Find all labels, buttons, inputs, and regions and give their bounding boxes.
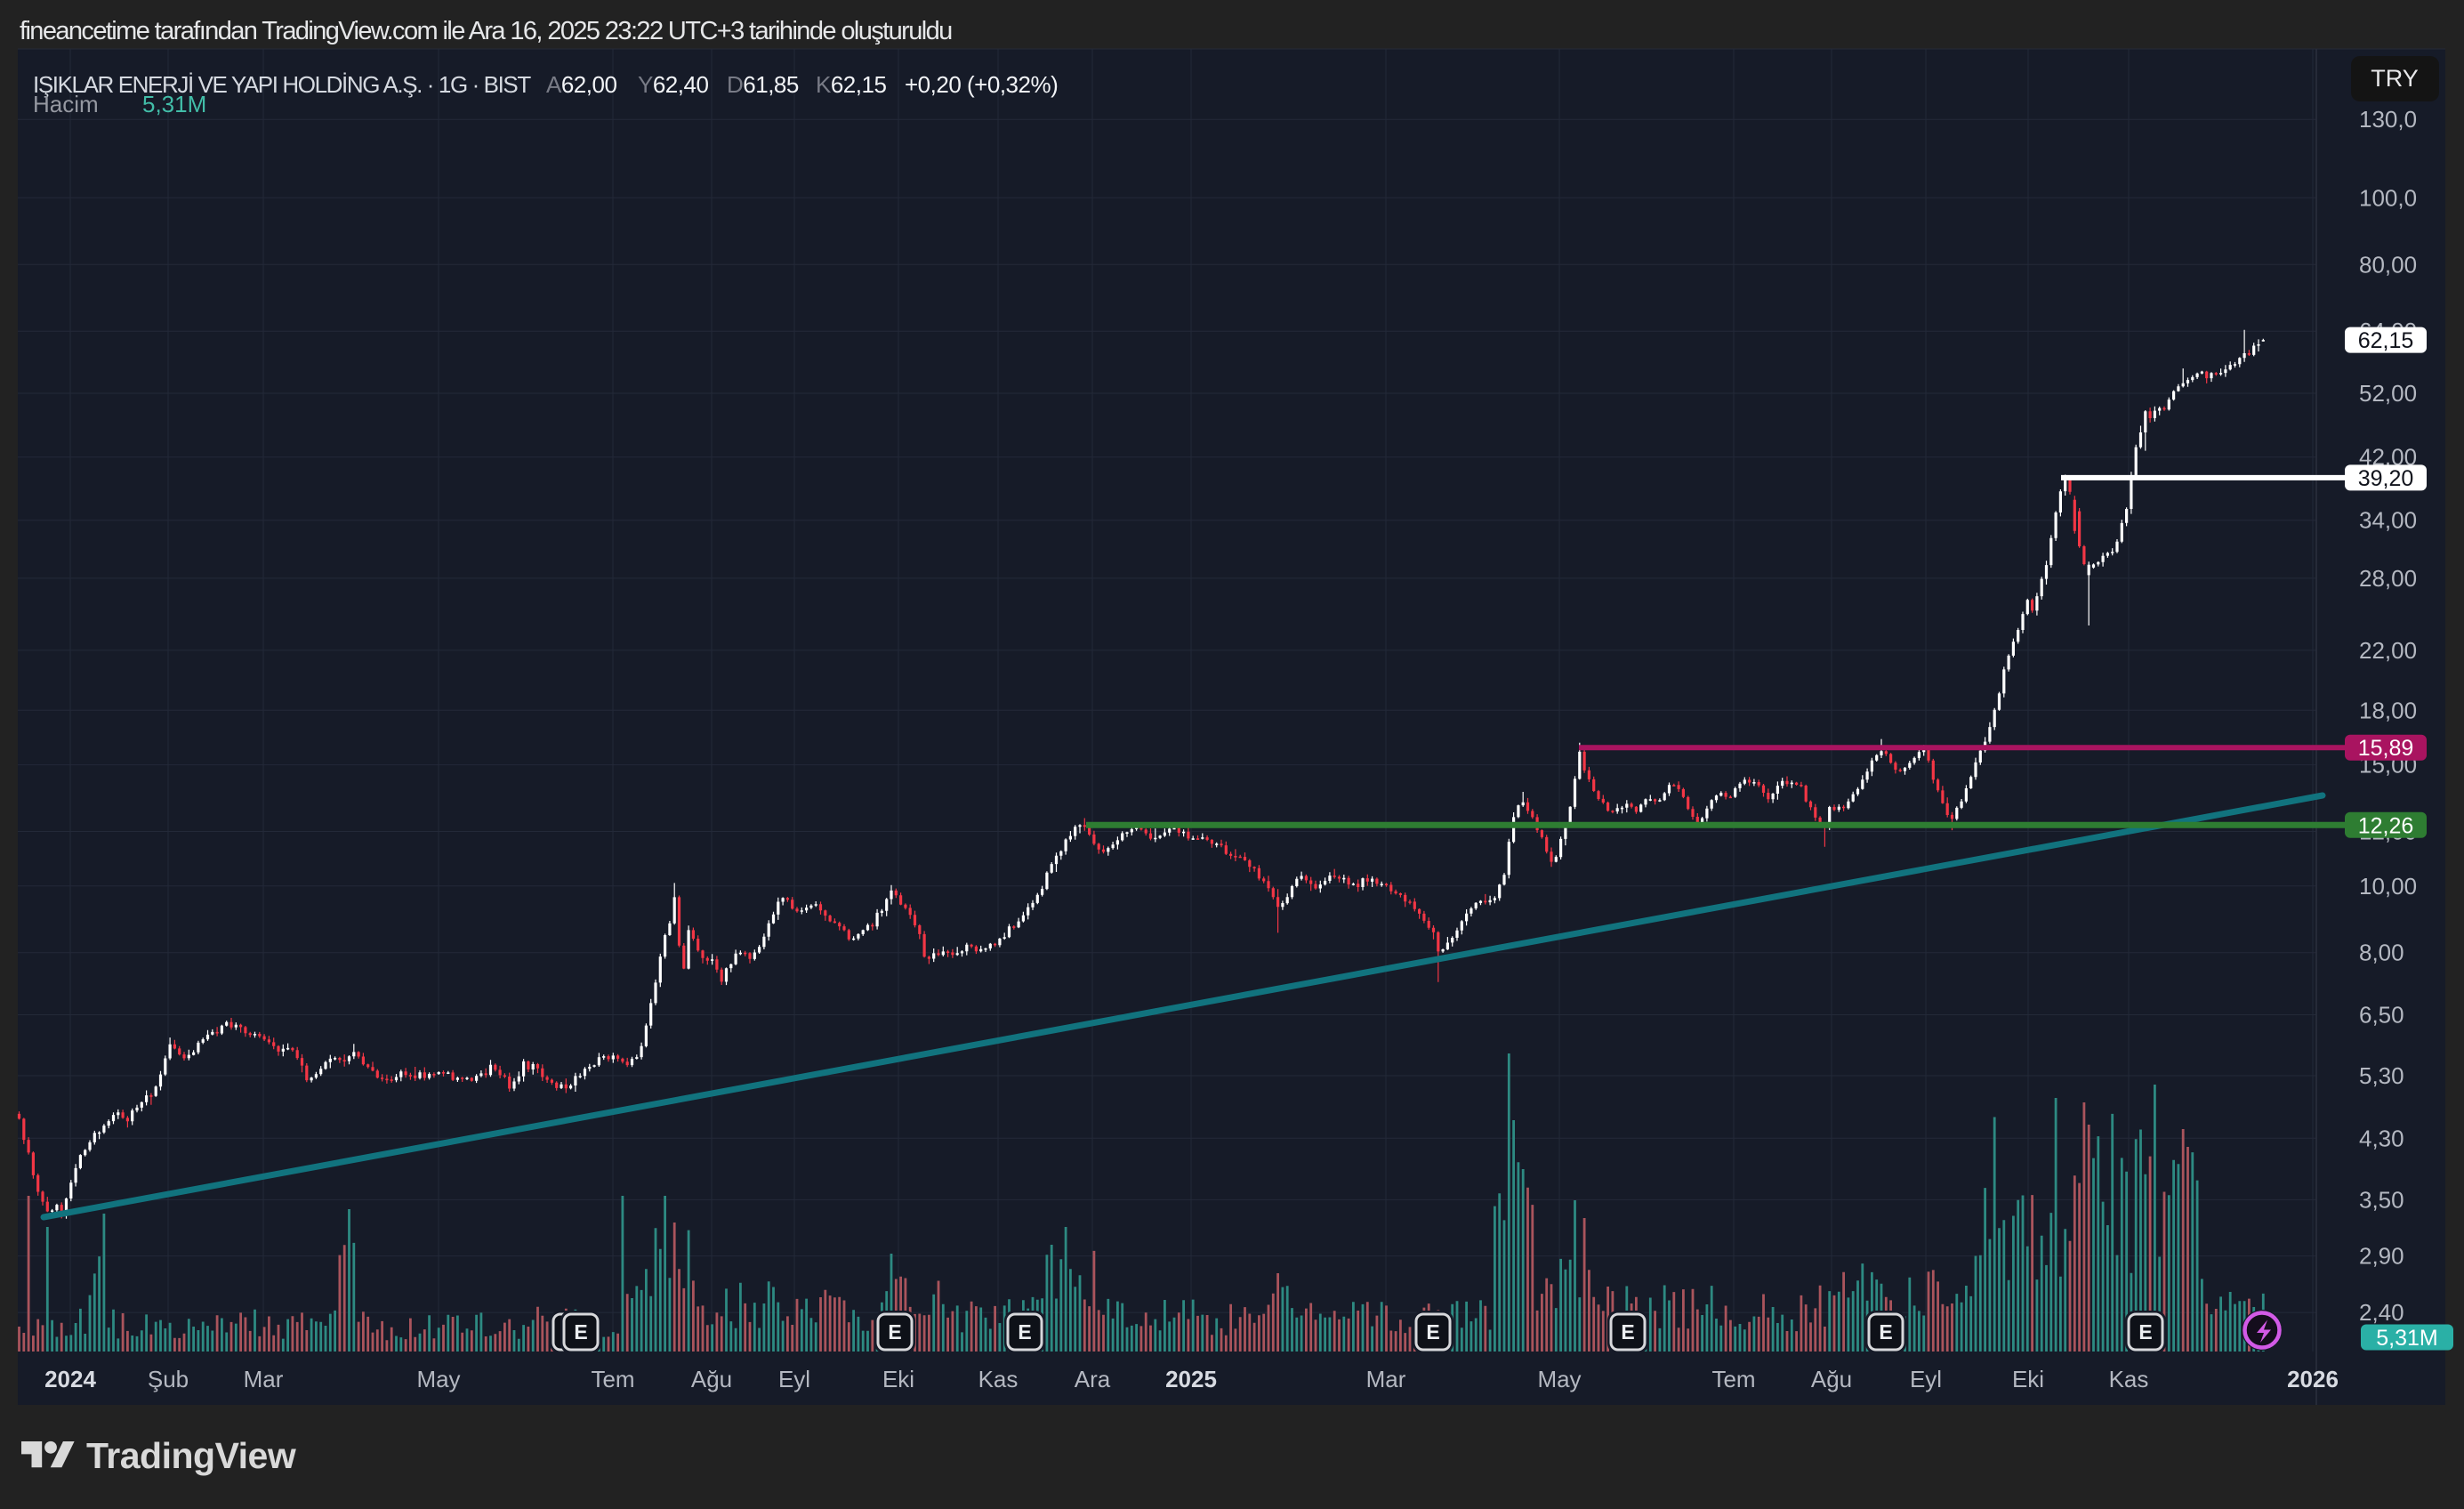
svg-text:TRY: TRY — [2371, 65, 2419, 92]
svg-text:8,00: 8,00 — [2359, 940, 2404, 966]
svg-text:39,20: 39,20 — [2358, 466, 2414, 491]
svg-text:3,50: 3,50 — [2359, 1186, 2404, 1213]
svg-text:Y62,40: Y62,40 — [638, 71, 708, 98]
svg-text:May: May — [1537, 1366, 1581, 1392]
svg-text:A62,00: A62,00 — [546, 71, 616, 98]
svg-text:IŞIKLAR ENERJİ VE YAPI HOLDİNG: IŞIKLAR ENERJİ VE YAPI HOLDİNG A.Ş. · 1G… — [33, 71, 531, 98]
svg-text:E: E — [2138, 1320, 2152, 1344]
svg-text:80,00: 80,00 — [2359, 251, 2417, 278]
svg-text:fineancetime tarafından Tradin: fineancetime tarafından TradingView.com … — [20, 17, 952, 45]
svg-text:E: E — [574, 1320, 587, 1344]
svg-text:34,00: 34,00 — [2359, 507, 2417, 534]
svg-text:Kas: Kas — [978, 1366, 1019, 1392]
svg-text:Eki: Eki — [2012, 1366, 2044, 1392]
svg-text:TradingView: TradingView — [86, 1435, 296, 1476]
svg-text:May: May — [416, 1366, 460, 1392]
svg-text:E: E — [888, 1320, 901, 1344]
svg-text:Şub: Şub — [148, 1366, 189, 1392]
svg-text:K62,15: K62,15 — [816, 71, 886, 98]
svg-text:Ara: Ara — [1075, 1366, 1111, 1392]
svg-text:E: E — [1621, 1320, 1634, 1344]
svg-text:28,00: 28,00 — [2359, 565, 2417, 592]
svg-text:+0,20 (+0,32%): +0,20 (+0,32%) — [905, 71, 1058, 98]
svg-text:D61,85: D61,85 — [727, 71, 799, 98]
svg-text:Mar: Mar — [1366, 1366, 1406, 1392]
svg-text:E: E — [1426, 1320, 1439, 1344]
svg-text:Eyl: Eyl — [778, 1366, 810, 1392]
svg-text:Eki: Eki — [882, 1366, 914, 1392]
svg-text:Kas: Kas — [2109, 1366, 2149, 1392]
svg-text:2,40: 2,40 — [2359, 1299, 2404, 1326]
svg-text:15,89: 15,89 — [2358, 736, 2414, 761]
svg-text:130,0: 130,0 — [2359, 106, 2417, 133]
svg-text:5,31M: 5,31M — [2376, 1326, 2437, 1351]
svg-text:6,50: 6,50 — [2359, 1002, 2404, 1029]
svg-text:5,30: 5,30 — [2359, 1062, 2404, 1089]
svg-text:18,00: 18,00 — [2359, 697, 2417, 723]
svg-text:2024: 2024 — [44, 1366, 96, 1392]
svg-text:4,30: 4,30 — [2359, 1125, 2404, 1151]
svg-text:10,00: 10,00 — [2359, 873, 2417, 900]
svg-text:Mar: Mar — [244, 1366, 284, 1392]
svg-text:E: E — [1879, 1320, 1892, 1344]
svg-text:Ağu: Ağu — [691, 1366, 732, 1392]
svg-text:2,90: 2,90 — [2359, 1243, 2404, 1270]
svg-text:2026: 2026 — [2287, 1366, 2339, 1392]
svg-text:Tem: Tem — [1711, 1366, 1755, 1392]
svg-text:2025: 2025 — [1165, 1366, 1217, 1392]
svg-text:Tem: Tem — [591, 1366, 634, 1392]
svg-text:Ağu: Ağu — [1811, 1366, 1852, 1392]
svg-text:52,00: 52,00 — [2359, 380, 2417, 407]
svg-text:22,00: 22,00 — [2359, 637, 2417, 664]
svg-text:E: E — [1018, 1320, 1031, 1344]
svg-text:12,26: 12,26 — [2358, 813, 2414, 838]
svg-text:100,0: 100,0 — [2359, 184, 2417, 211]
svg-text:62,15: 62,15 — [2358, 328, 2414, 353]
svg-text:Eyl: Eyl — [1910, 1366, 1942, 1392]
